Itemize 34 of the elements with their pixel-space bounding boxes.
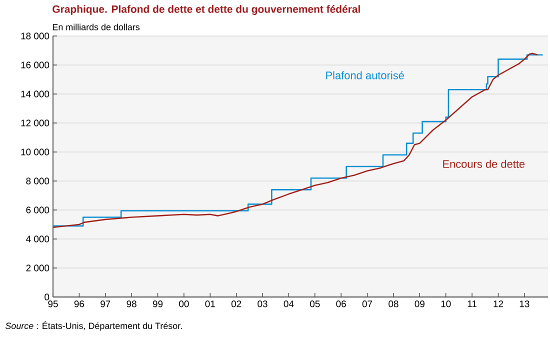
x-tick-label: 04 xyxy=(284,300,294,308)
y-tick-label: 10 000 xyxy=(21,148,50,156)
text: Source : États-Unis, Département du Trésor. xyxy=(5,321,182,331)
x-tick-label: 01 xyxy=(205,300,215,308)
x-tick-label: 99 xyxy=(152,300,163,308)
x-tick-label: 08 xyxy=(388,300,398,308)
x-tick-label: 97 xyxy=(100,300,110,308)
x-tick-label: 06 xyxy=(336,300,346,308)
x-tick-label: 95 xyxy=(48,300,58,308)
x-tick-label: 98 xyxy=(126,300,136,308)
x-tick-label: 03 xyxy=(258,300,268,308)
x-tick-label: 00 xyxy=(179,300,189,308)
x-tick-label: 07 xyxy=(362,300,372,308)
x-tick-label: 10 xyxy=(441,300,451,308)
y-tick-label: 12 000 xyxy=(21,120,50,126)
chart-title: Graphique. Plafond de dette et dette du gouvernement fédéral xyxy=(52,5,360,15)
y-tick-label: 18 000 xyxy=(21,32,50,40)
x-tick-label: 05 xyxy=(310,300,320,308)
y-axis-title: En milliards de dollars xyxy=(52,24,140,30)
y-tick-label: 4 000 xyxy=(26,236,50,242)
y-tick-label: 2 000 xyxy=(26,264,50,272)
x-tick-label: 13 xyxy=(520,300,530,308)
x-tick-label: 11 xyxy=(468,300,476,308)
text: Encours de dette xyxy=(443,160,525,168)
text: Plafond autorisé xyxy=(326,71,404,80)
y-tick-label: 14 000 xyxy=(21,90,50,98)
x-tick-label: 96 xyxy=(74,300,84,308)
y-tick-label: 8 000 xyxy=(26,178,50,184)
y-tick-label: 16 000 xyxy=(21,62,50,68)
y-tick-label: 6 000 xyxy=(26,206,50,214)
y-tick-label: 0 xyxy=(44,294,50,300)
x-tick-label: 12 xyxy=(494,300,504,308)
x-tick-label: 09 xyxy=(414,300,424,308)
x-tick-label: 02 xyxy=(231,300,242,308)
